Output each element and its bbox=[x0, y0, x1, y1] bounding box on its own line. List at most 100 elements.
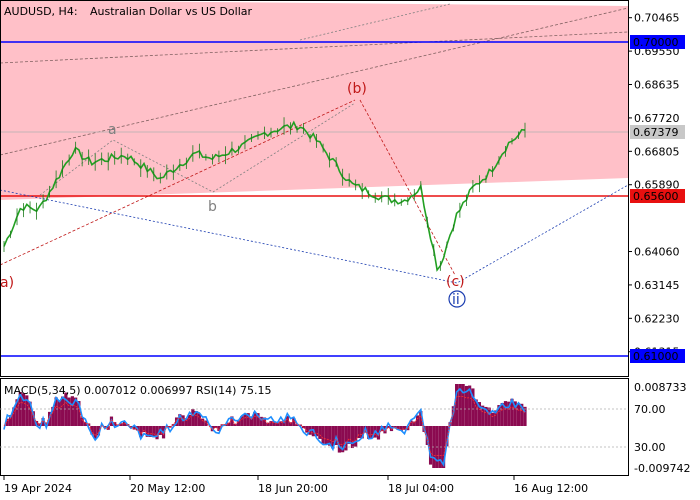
macd-bar bbox=[28, 401, 32, 426]
macd-bar bbox=[331, 426, 335, 449]
level-0.65600-label: 0.65600 bbox=[633, 190, 679, 203]
macd-bar bbox=[132, 426, 136, 430]
level-0.65600-badge bbox=[630, 189, 685, 203]
indicator-pane-border bbox=[0, 378, 629, 476]
macd-bar bbox=[15, 399, 19, 426]
macd-bar bbox=[451, 406, 455, 426]
macd-bar bbox=[188, 414, 192, 426]
macd-bar bbox=[507, 401, 511, 426]
macd-bar bbox=[419, 411, 423, 426]
macd-bar bbox=[516, 403, 521, 426]
macd-bar bbox=[481, 405, 485, 426]
price-axis-label: 0.68635 bbox=[634, 79, 680, 92]
macd-bar bbox=[96, 426, 101, 436]
macd-bar bbox=[520, 403, 524, 426]
macd-bar bbox=[497, 405, 501, 426]
time-axis-label: 18 Jul 04:00 bbox=[388, 482, 454, 495]
level-0.70000-label: 0.70000 bbox=[633, 36, 679, 49]
macd-bar bbox=[103, 426, 107, 429]
macd-bar bbox=[272, 421, 276, 426]
macd-bar bbox=[217, 426, 221, 431]
price-axis-label: 0.63145 bbox=[634, 279, 680, 292]
macd-bar bbox=[360, 426, 364, 439]
macd-bar bbox=[44, 422, 48, 426]
macd-bar bbox=[337, 426, 341, 453]
macd-bar bbox=[412, 421, 416, 426]
wave-gray bbox=[39, 102, 356, 196]
macd-bar bbox=[246, 413, 250, 426]
macd-bar bbox=[74, 397, 78, 426]
macd-bar bbox=[321, 426, 325, 444]
wave-ii-marker bbox=[448, 290, 466, 308]
macd-bar bbox=[344, 426, 348, 451]
price-axis-label: 0.70465 bbox=[634, 12, 680, 25]
macd-bar bbox=[415, 415, 420, 426]
chart-header-description: Australian Dollar vs US Dollar bbox=[90, 5, 253, 18]
macd-bar bbox=[256, 413, 260, 426]
macd-bar bbox=[494, 410, 498, 426]
macd-bar bbox=[113, 422, 117, 426]
time-axis-label: 18 Jun 20:00 bbox=[258, 482, 328, 495]
wave-label-b-red: (b) bbox=[347, 81, 367, 97]
macd-bar bbox=[201, 418, 205, 426]
macd-bar bbox=[41, 418, 45, 426]
wave-label-a-red: a) bbox=[0, 275, 14, 291]
macd-bar bbox=[487, 407, 491, 426]
macd-bar bbox=[197, 413, 201, 426]
macd-bar bbox=[500, 402, 504, 426]
macd-bar bbox=[396, 426, 400, 430]
macd-bar bbox=[301, 426, 306, 429]
price-axis-label: 0.66805 bbox=[634, 145, 680, 158]
channel-line-middle bbox=[0, 7, 629, 156]
macd-bar bbox=[236, 419, 241, 426]
macd-bar bbox=[464, 385, 468, 426]
level-0.61000-label: 0.61000 bbox=[633, 350, 679, 363]
macd-bar bbox=[298, 424, 302, 426]
main-pane-border bbox=[0, 0, 629, 377]
macd-bar bbox=[227, 422, 231, 426]
wave-label-b-gray: b bbox=[208, 199, 217, 215]
macd-bar bbox=[191, 409, 195, 426]
price-axis-label: 0.67720 bbox=[634, 112, 680, 125]
macd-bar bbox=[12, 407, 16, 426]
macd-bar bbox=[90, 426, 94, 435]
macd-bar bbox=[318, 426, 322, 439]
current-price-badge bbox=[630, 125, 685, 139]
time-axis-label: 16 Aug 12:00 bbox=[514, 482, 588, 495]
macd-bar bbox=[409, 420, 413, 426]
macd-bar bbox=[315, 426, 319, 437]
macd-bar bbox=[386, 426, 390, 428]
macd-bar bbox=[178, 414, 182, 426]
macd-bar bbox=[21, 393, 26, 426]
macd-bar bbox=[266, 422, 270, 426]
wave-label-ii-blue: ii bbox=[452, 292, 460, 308]
macd-bar bbox=[484, 406, 488, 426]
time-axis-label: 20 May 12:00 bbox=[130, 482, 205, 495]
macd-bar bbox=[31, 411, 35, 426]
macd-bar bbox=[305, 426, 309, 433]
price-axis: 0.704650.695500.686350.677200.668050.658… bbox=[628, 12, 680, 359]
macd-bar bbox=[354, 426, 358, 447]
macd-bar bbox=[83, 421, 88, 426]
macd-bar bbox=[230, 416, 234, 426]
macd-bar bbox=[67, 397, 71, 426]
macd-bar bbox=[148, 426, 153, 438]
wave-label-a-gray: a bbox=[108, 122, 117, 138]
macd-bar bbox=[328, 426, 332, 446]
sell-zone bbox=[0, 0, 628, 200]
macd-bar bbox=[38, 423, 42, 426]
macd-bar bbox=[61, 396, 65, 426]
price-axis-label: 0.64060 bbox=[634, 246, 680, 259]
macd-bar bbox=[145, 426, 149, 437]
macd-bar bbox=[155, 426, 159, 440]
macd-bar bbox=[367, 426, 371, 439]
price-axis-label: 0.62230 bbox=[634, 312, 680, 325]
macd-bar bbox=[106, 426, 110, 430]
macd-bar bbox=[80, 417, 84, 426]
macd-bar bbox=[122, 421, 127, 426]
current-price-label: 0.67379 bbox=[633, 126, 679, 139]
macd-bar bbox=[5, 418, 9, 426]
macd-bar bbox=[357, 426, 361, 439]
macd-bar bbox=[57, 400, 61, 426]
